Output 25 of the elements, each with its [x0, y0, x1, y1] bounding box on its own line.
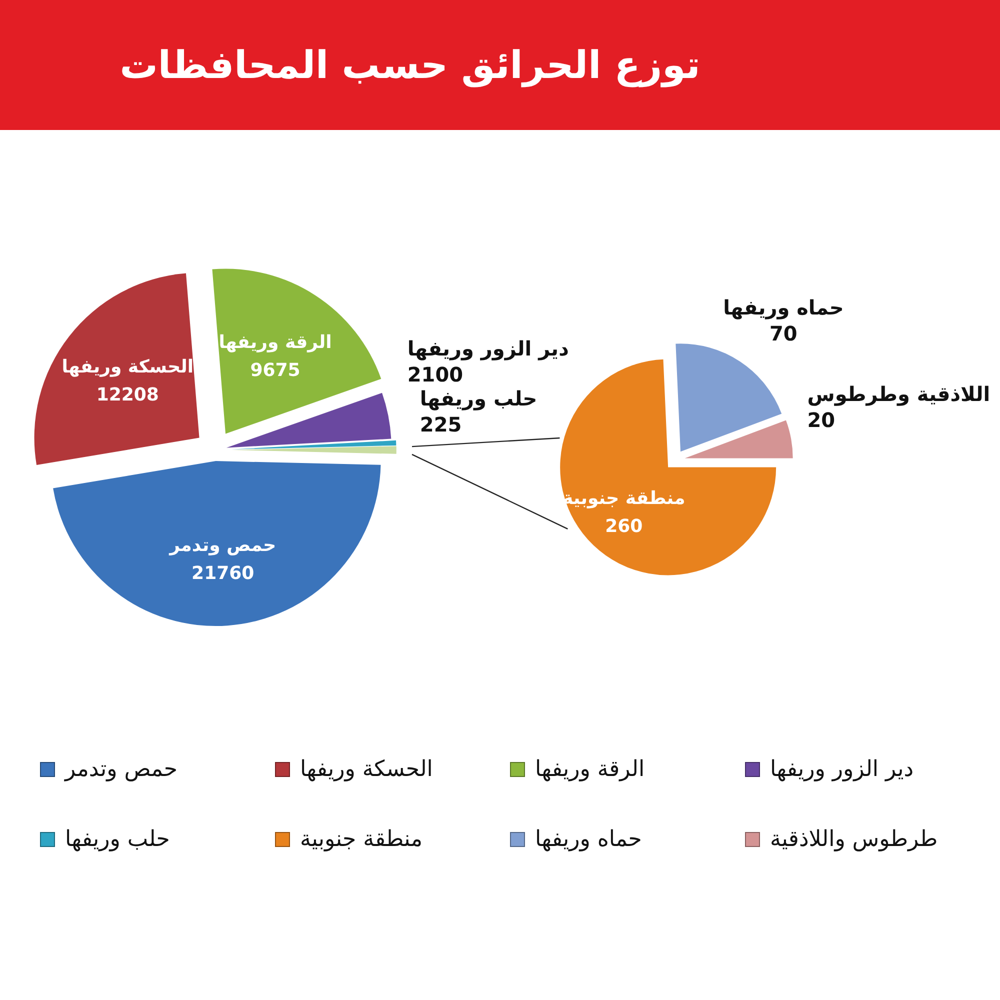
- data-label: 9675: [250, 360, 300, 381]
- legend-label: حماه وريفها: [535, 826, 642, 852]
- data-label: 2100: [407, 362, 464, 387]
- legend-label: دير الزور وريفها: [770, 756, 914, 782]
- text: الحسكة وريفها: [62, 356, 194, 378]
- data-label: 225: [420, 412, 462, 437]
- legend-label: الرقة وريفها: [535, 756, 645, 782]
- text: حمص وتدمر: [168, 535, 276, 556]
- text: اللاذقية وطرطوس: [807, 382, 990, 406]
- legend-label: حلب وريفها: [65, 826, 170, 852]
- text: منطقة جنوبية: [562, 488, 686, 510]
- text: حلب وريفها: [420, 386, 538, 411]
- legend-label: حمص وتدمر: [65, 756, 178, 782]
- text: دير الزور وريفها: [407, 336, 569, 361]
- text: الرقة وريفها: [218, 332, 332, 353]
- legend-label: منطقة جنوبية: [300, 826, 423, 852]
- data-label: 70: [770, 321, 798, 346]
- legend-label: طرطوس واللاذقية: [770, 826, 938, 852]
- data-label: 260: [605, 516, 643, 538]
- data-label: 21760: [192, 563, 254, 584]
- chart-title: توزع الحرائق حسب المحافظات: [118, 42, 702, 90]
- legend-label: الحسكة وريفها: [300, 756, 433, 782]
- data-label: 20: [807, 408, 836, 432]
- text: حماه وريفها: [723, 295, 844, 320]
- data-label: 12208: [96, 384, 159, 406]
